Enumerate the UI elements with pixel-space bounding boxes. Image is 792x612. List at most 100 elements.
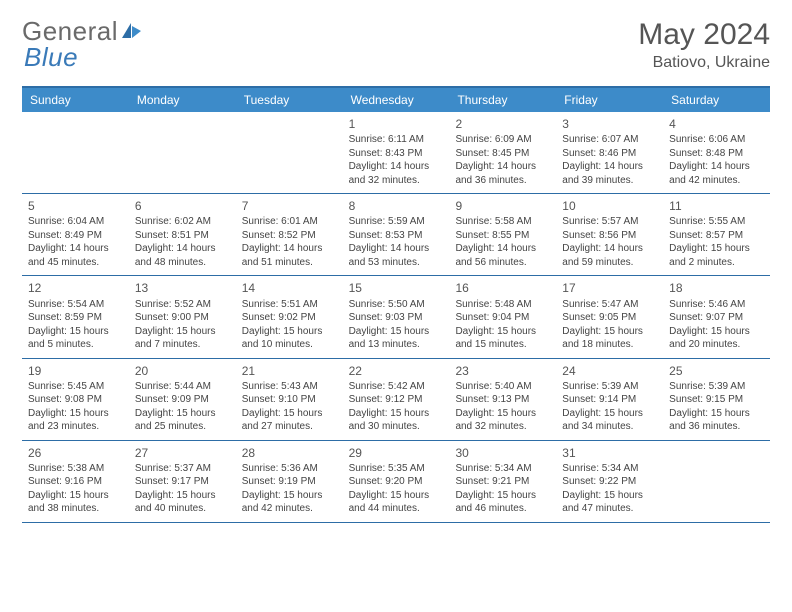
day-detail: Sunrise: 6:02 AM	[135, 215, 230, 229]
day-detail: Sunset: 9:16 PM	[28, 475, 123, 489]
day-number: 8	[349, 198, 444, 214]
day-detail: Sunrise: 5:42 AM	[349, 380, 444, 394]
day-detail: Sunrise: 5:37 AM	[135, 462, 230, 476]
day-detail: Daylight: 15 hours	[349, 407, 444, 421]
day-detail: Daylight: 15 hours	[562, 489, 657, 503]
day-detail: and 15 minutes.	[455, 338, 550, 352]
day-cell: 11Sunrise: 5:55 AMSunset: 8:57 PMDayligh…	[663, 194, 770, 275]
day-detail: Sunrise: 5:58 AM	[455, 215, 550, 229]
day-number: 15	[349, 280, 444, 296]
day-header: Friday	[556, 88, 663, 112]
week-row: 26Sunrise: 5:38 AMSunset: 9:16 PM Dayligh…	[22, 441, 770, 523]
day-detail: Sunset: 9:04 PM	[455, 311, 550, 325]
day-detail: Sunrise: 5:52 AM	[135, 298, 230, 312]
day-detail: Daylight: 14 hours	[135, 242, 230, 256]
day-detail: Daylight: 15 hours	[242, 407, 337, 421]
day-number: 16	[455, 280, 550, 296]
day-cell: 16 Sunrise: 5:48 AMSunset: 9:04 PMDayligh…	[449, 276, 556, 357]
day-detail: Daylight: 15 hours	[669, 325, 764, 339]
day-cell: 18Sunrise: 5:46 AMSunset: 9:07 PMDayligh…	[663, 276, 770, 357]
day-cell	[663, 441, 770, 522]
day-number: 9	[455, 198, 550, 214]
day-detail: Sunset: 8:51 PM	[135, 229, 230, 243]
day-detail: Sunset: 9:20 PM	[349, 475, 444, 489]
day-cell	[22, 112, 129, 193]
day-detail: Daylight: 14 hours	[242, 242, 337, 256]
day-detail: and 42 minutes.	[669, 174, 764, 188]
day-cell: 3Sunrise: 6:07 AMSunset: 8:46 PMDaylight…	[556, 112, 663, 193]
day-detail: Daylight: 15 hours	[242, 325, 337, 339]
day-cell: 8Sunrise: 5:59 AMSunset: 8:53 PMDaylight…	[343, 194, 450, 275]
day-detail: Sunset: 9:05 PM	[562, 311, 657, 325]
day-detail: Sunrise: 5:36 AM	[242, 462, 337, 476]
day-number: 6	[135, 198, 230, 214]
day-detail: Daylight: 15 hours	[135, 325, 230, 339]
day-detail: Sunrise: 5:48 AM	[455, 298, 550, 312]
day-detail: Sunset: 9:00 PM	[135, 311, 230, 325]
day-detail: and 34 minutes.	[562, 420, 657, 434]
day-detail: Daylight: 15 hours	[562, 407, 657, 421]
day-detail: Daylight: 15 hours	[669, 407, 764, 421]
day-detail: Sunrise: 6:07 AM	[562, 133, 657, 147]
day-detail: Sunset: 9:03 PM	[349, 311, 444, 325]
day-detail: Daylight: 15 hours	[562, 325, 657, 339]
day-cell: 13Sunrise: 5:52 AMSunset: 9:00 PMDayligh…	[129, 276, 236, 357]
day-cell: 25Sunrise: 5:39 AMSunset: 9:15 PMDayligh…	[663, 359, 770, 440]
sail-icon	[121, 18, 143, 44]
day-cell: 5Sunrise: 6:04 AMSunset: 8:49 PMDaylight…	[22, 194, 129, 275]
day-number: 7	[242, 198, 337, 214]
day-detail: Sunrise: 5:39 AM	[562, 380, 657, 394]
day-number: 17	[562, 280, 657, 296]
day-detail: Sunrise: 5:57 AM	[562, 215, 657, 229]
day-detail: Daylight: 15 hours	[242, 489, 337, 503]
day-detail: Daylight: 14 hours	[349, 160, 444, 174]
day-detail: Daylight: 15 hours	[455, 325, 550, 339]
week-row: 5Sunrise: 6:04 AMSunset: 8:49 PMDaylight…	[22, 194, 770, 276]
day-cell: 7Sunrise: 6:01 AMSunset: 8:52 PMDaylight…	[236, 194, 343, 275]
day-detail: Sunrise: 5:51 AM	[242, 298, 337, 312]
day-number: 2	[455, 116, 550, 132]
day-detail: Sunrise: 5:47 AM	[562, 298, 657, 312]
day-number: 21	[242, 363, 337, 379]
day-detail: and 7 minutes.	[135, 338, 230, 352]
day-cell: 19Sunrise: 5:45 AMSunset: 9:08 PMDayligh…	[22, 359, 129, 440]
day-cell	[129, 112, 236, 193]
day-detail: Sunset: 8:56 PM	[562, 229, 657, 243]
day-detail: and 40 minutes.	[135, 502, 230, 516]
day-detail: Sunset: 9:17 PM	[135, 475, 230, 489]
day-number: 20	[135, 363, 230, 379]
header: GeneralBlue May 2024 Batiovo, Ukraine	[22, 18, 770, 72]
day-detail: Sunrise: 5:34 AM	[562, 462, 657, 476]
day-detail: Sunrise: 5:38 AM	[28, 462, 123, 476]
day-cell	[236, 112, 343, 193]
day-detail: Sunrise: 5:59 AM	[349, 215, 444, 229]
day-detail: Sunrise: 6:06 AM	[669, 133, 764, 147]
day-header: Monday	[129, 88, 236, 112]
day-detail: Daylight: 15 hours	[135, 489, 230, 503]
week-row: 19Sunrise: 5:45 AMSunset: 9:08 PMDayligh…	[22, 359, 770, 441]
day-detail: and 38 minutes.	[28, 502, 123, 516]
weeks-container: 1Sunrise: 6:11 AMSunset: 8:43 PMDaylight…	[22, 112, 770, 523]
week-row: 1Sunrise: 6:11 AMSunset: 8:43 PMDaylight…	[22, 112, 770, 194]
day-detail: and 32 minutes.	[349, 174, 444, 188]
day-detail: and 53 minutes.	[349, 256, 444, 270]
day-detail: Daylight: 15 hours	[455, 407, 550, 421]
day-detail: Sunset: 9:12 PM	[349, 393, 444, 407]
day-detail: Sunset: 9:10 PM	[242, 393, 337, 407]
day-detail: and 51 minutes.	[242, 256, 337, 270]
day-detail: Daylight: 15 hours	[349, 489, 444, 503]
day-detail: and 42 minutes.	[242, 502, 337, 516]
day-number: 26	[28, 445, 123, 461]
day-number: 12	[28, 280, 123, 296]
day-detail: and 36 minutes.	[669, 420, 764, 434]
day-detail: and 5 minutes.	[28, 338, 123, 352]
day-number: 24	[562, 363, 657, 379]
day-detail: and 18 minutes.	[562, 338, 657, 352]
day-detail: and 30 minutes.	[349, 420, 444, 434]
day-cell: 24Sunrise: 5:39 AMSunset: 9:14 PMDayligh…	[556, 359, 663, 440]
calendar: SundayMondayTuesdayWednesdayThursdayFrid…	[22, 86, 770, 523]
day-detail: and 59 minutes.	[562, 256, 657, 270]
day-cell: 20Sunrise: 5:44 AMSunset: 9:09 PMDayligh…	[129, 359, 236, 440]
day-number: 31	[562, 445, 657, 461]
day-detail: Sunset: 8:52 PM	[242, 229, 337, 243]
